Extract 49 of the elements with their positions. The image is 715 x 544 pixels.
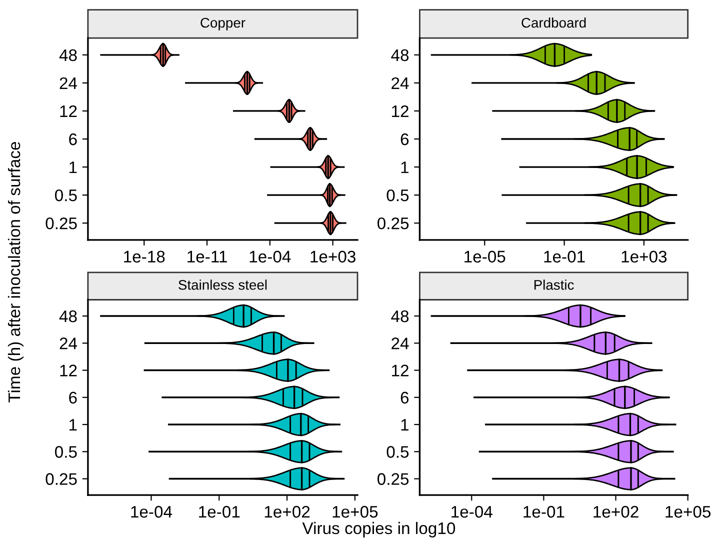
y-tick-label: 6	[400, 133, 409, 146]
x-axis-title: Virus copies in log10	[302, 522, 456, 538]
chart-title: Copper	[200, 18, 246, 30]
y-tick-label: 48	[59, 49, 77, 62]
y-tick-label: 1	[401, 419, 408, 431]
x-tick-label: 1e-01	[199, 506, 240, 518]
y-tick-label: 6	[69, 392, 77, 404]
x-tick-label: 1e+03	[310, 250, 356, 263]
y-tick-label: 1	[70, 162, 77, 174]
y-tick-label: 12	[60, 364, 77, 376]
x-tick-label: 1e-04	[250, 250, 291, 263]
x-tick-label: 1e-04	[452, 506, 492, 518]
x-tick-label: 1e-18	[124, 250, 165, 263]
y-tick-label: 48	[391, 49, 409, 62]
y-tick-label: 0.5	[386, 189, 409, 202]
y-tick-label: 6	[400, 392, 409, 404]
y-tick-label: 1	[401, 162, 408, 174]
y-tick-label: 12	[60, 105, 77, 117]
x-tick-label: 1e-01	[524, 506, 564, 518]
y-tick-label: 0.25	[378, 473, 409, 485]
x-tick-label: 1e-11	[188, 250, 227, 263]
y-tick-label: 6	[69, 133, 77, 146]
x-tick-label: 1e+02	[594, 506, 638, 518]
y-tick-label: 48	[391, 310, 409, 322]
chart-title: Cardboard	[522, 17, 586, 28]
y-tick-label: 0.5	[55, 189, 77, 202]
x-tick-label: 1e+02	[264, 506, 310, 518]
y-tick-label: 0.25	[46, 473, 77, 485]
y-tick-label: 0.5	[55, 446, 77, 458]
y-tick-label: 24	[60, 77, 78, 89]
y-tick-label: 24	[392, 338, 409, 350]
chart-title: Stainless steel	[178, 280, 267, 290]
y-axis-title: Time (h) after inoculation of surface	[8, 142, 24, 402]
x-tick-label: 1e+03	[622, 250, 667, 263]
x-tick-label: 1e+05	[666, 506, 711, 518]
y-tick-label: 0.5	[386, 446, 409, 458]
y-tick-label: 48	[59, 310, 77, 322]
y-tick-label: 1	[70, 419, 77, 431]
x-tick-label: 1e-01	[544, 250, 585, 263]
y-tick-label: 24	[392, 77, 409, 89]
y-tick-label: 12	[392, 105, 408, 117]
y-tick-label: 0.25	[46, 217, 77, 230]
y-tick-label: 0.25	[378, 217, 409, 230]
x-tick-label: 1e-04	[131, 506, 172, 518]
chart-title: Plastic	[534, 280, 574, 290]
y-tick-label: 24	[60, 338, 78, 350]
y-tick-label: 12	[392, 364, 408, 376]
x-tick-label: 1e-05	[464, 250, 506, 263]
x-tick-label: 1e+05	[332, 506, 378, 518]
